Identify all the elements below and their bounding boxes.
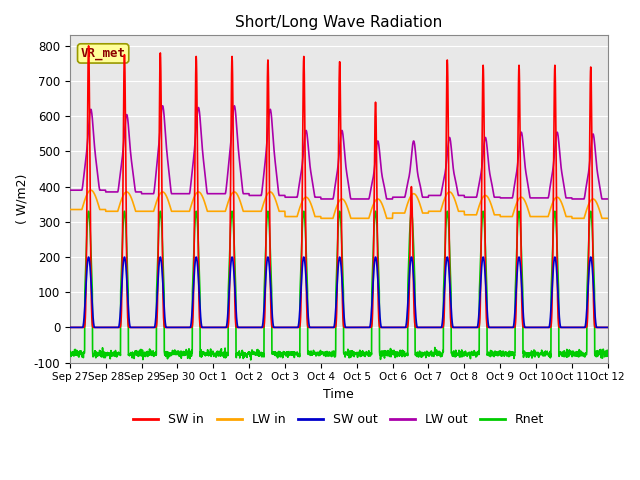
LW out [66, 187, 74, 193]
SW out [355, 324, 362, 330]
SW out [495, 324, 503, 330]
LW in [216, 208, 224, 214]
Legend: SW in, LW in, SW out, LW out, Rnet: SW in, LW in, SW out, LW out, Rnet [128, 408, 549, 431]
SW in [66, 324, 74, 330]
Line: SW out: SW out [70, 257, 608, 327]
Rnet [216, 353, 224, 359]
SW in [216, 324, 224, 330]
Rnet [355, 348, 362, 354]
LW in [557, 198, 564, 204]
Line: LW out: LW out [70, 106, 608, 199]
LW out [572, 196, 579, 202]
LW out [367, 189, 374, 195]
Line: LW in: LW in [70, 190, 608, 218]
Line: Rnet: Rnet [70, 211, 608, 361]
SW in [355, 324, 362, 330]
LW in [87, 187, 95, 193]
Rnet [495, 350, 503, 356]
LW out [604, 196, 612, 202]
LW out [317, 196, 325, 202]
SW out [216, 324, 224, 330]
Rnet [557, 351, 564, 357]
SW in [495, 324, 503, 330]
LW in [572, 216, 579, 221]
SW out [557, 324, 564, 329]
Line: SW in: SW in [70, 46, 608, 327]
LW in [317, 216, 325, 221]
LW out [216, 191, 224, 197]
SW in [604, 324, 612, 330]
Title: Short/Long Wave Radiation: Short/Long Wave Radiation [235, 15, 442, 30]
Rnet [367, 352, 374, 358]
LW out [159, 103, 166, 108]
X-axis label: Time: Time [323, 388, 354, 401]
LW in [355, 216, 362, 221]
LW out [495, 194, 503, 200]
Rnet [572, 351, 579, 357]
LW in [367, 210, 374, 216]
LW in [495, 212, 503, 218]
SW in [572, 324, 579, 330]
Rnet [84, 208, 92, 214]
LW in [604, 216, 612, 221]
SW out [84, 254, 92, 260]
SW in [557, 324, 564, 330]
SW in [84, 43, 92, 49]
SW in [366, 324, 374, 330]
LW out [557, 160, 564, 166]
SW out [572, 324, 579, 330]
SW out [66, 324, 74, 330]
SW out [604, 324, 612, 330]
Rnet [66, 351, 74, 357]
SW out [366, 324, 374, 329]
Rnet [360, 359, 367, 364]
Text: VR_met: VR_met [81, 47, 125, 60]
Rnet [604, 349, 612, 355]
LW out [355, 196, 362, 202]
Y-axis label: ( W/m2): ( W/m2) [15, 174, 28, 224]
LW in [66, 207, 74, 213]
